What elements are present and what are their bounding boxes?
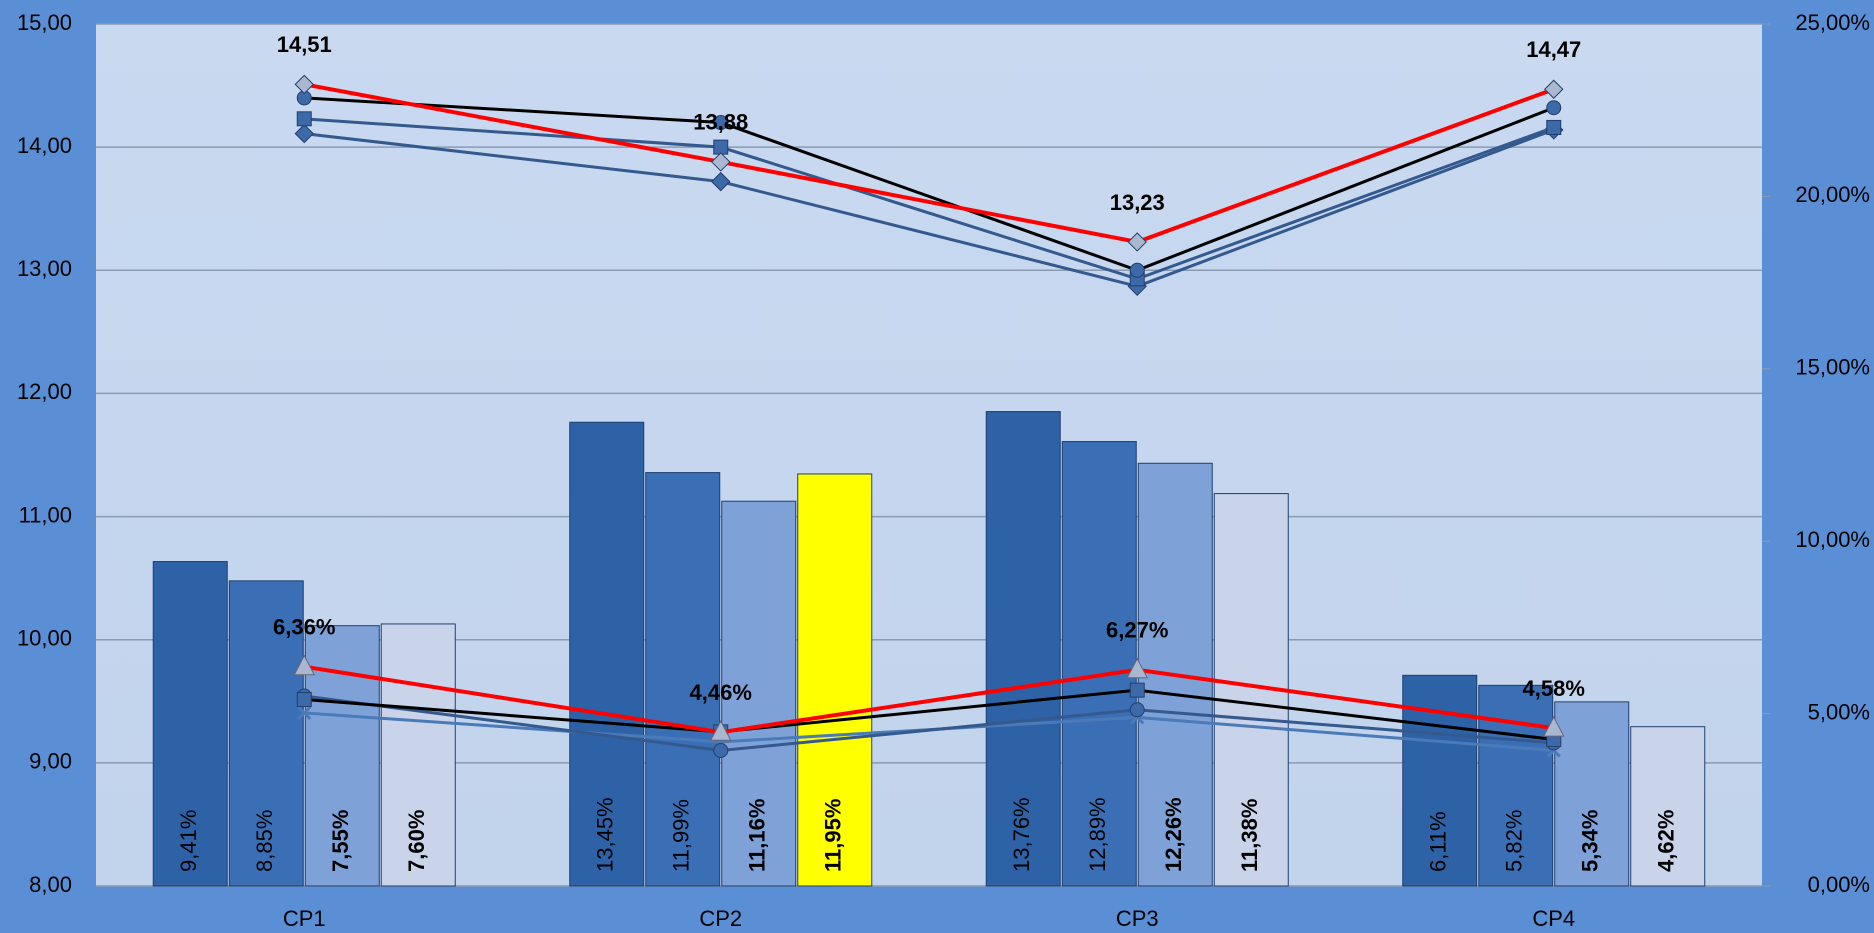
marker (711, 152, 731, 172)
marker (1129, 682, 1145, 698)
bar-value-label: 12,26% (1161, 797, 1186, 872)
x-tick-label: CP2 (699, 906, 742, 931)
bar (1554, 701, 1630, 887)
line-value-label: 4,46% (690, 680, 752, 705)
bar-value-label: 7,55% (328, 810, 353, 872)
marker (713, 139, 729, 155)
y-tick-label: 13,00 (17, 256, 72, 281)
y2-tick-label: 0,00% (1808, 872, 1870, 897)
line-value-label: 14,47 (1526, 37, 1581, 62)
marker (1546, 100, 1562, 116)
marker (293, 654, 316, 676)
line-value-label: 13,23 (1110, 190, 1165, 215)
bar (985, 411, 1061, 887)
bar (569, 421, 645, 887)
x-tick-label: CP4 (1532, 906, 1575, 931)
bar-value-label: 8,85% (252, 810, 277, 872)
line-value-label: 4,58% (1523, 676, 1585, 701)
line (304, 688, 1554, 741)
marker (1542, 716, 1565, 737)
marker (1544, 79, 1564, 99)
bar (721, 500, 797, 887)
bar-value-label: 11,38% (1237, 799, 1262, 872)
marker (296, 691, 312, 707)
bar-value-label: 11,99% (669, 799, 694, 872)
bar-value-label: 12,89% (1085, 797, 1110, 872)
marker (294, 74, 314, 95)
bar (1630, 726, 1706, 887)
marker (711, 171, 731, 192)
y-tick-label: 9,00 (29, 749, 72, 774)
line (304, 96, 1555, 272)
y2-tick-label: 20,00% (1795, 182, 1870, 207)
marker (713, 742, 729, 758)
line-value-label: 6,27% (1106, 618, 1168, 643)
bar (228, 580, 304, 887)
line (303, 664, 1555, 735)
x-tick-label: CP3 (1116, 906, 1159, 931)
marker (1127, 232, 1147, 252)
y-tick-label: 15,00 (17, 10, 72, 35)
bar (797, 473, 873, 887)
bar-value-label: 5,34% (1578, 810, 1603, 872)
marker (709, 720, 732, 741)
line (304, 117, 1555, 281)
line-value-label: 6,36% (273, 615, 335, 640)
y-tick-label: 8,00 (29, 872, 72, 897)
y2-tick-label: 10,00% (1795, 527, 1870, 552)
marker (1129, 702, 1145, 718)
y-tick-label: 10,00 (17, 626, 72, 651)
marker (1129, 262, 1145, 278)
y2-tick-label: 5,00% (1808, 699, 1870, 724)
y-tick-label: 14,00 (17, 133, 72, 158)
y2-tick-label: 15,00% (1795, 355, 1870, 380)
bar-value-label: 13,76% (1009, 797, 1034, 872)
x-tick-label: CP1 (283, 906, 326, 931)
line-value-label: 13,88 (693, 110, 748, 135)
line-value-label: 14,51 (277, 32, 332, 57)
bar-value-label: 7,60% (404, 810, 429, 872)
bar-value-label: 13,45% (593, 797, 618, 872)
marker (713, 115, 729, 131)
bar-value-label: 6,11% (1426, 811, 1451, 872)
bar (380, 623, 456, 887)
line (303, 82, 1555, 245)
marker (1126, 657, 1149, 679)
bar (645, 472, 721, 887)
bar-value-label: 5,82% (1502, 810, 1527, 872)
line (304, 694, 1554, 753)
y2-tick-label: 25,00% (1795, 10, 1870, 35)
marker (296, 111, 312, 127)
marker (297, 705, 312, 720)
marker (1546, 119, 1562, 135)
bar-value-label: 9,41% (176, 810, 201, 872)
y-tick-label: 12,00 (17, 379, 72, 404)
y-tick-label: 11,00 (19, 502, 72, 527)
marker (294, 123, 314, 144)
line (304, 128, 1555, 288)
bar (1061, 441, 1137, 887)
bar-value-label: 4,62% (1654, 810, 1679, 872)
bar-value-label: 11,16% (745, 799, 770, 872)
bar (152, 561, 228, 887)
bar-value-label: 11,95% (821, 799, 846, 872)
